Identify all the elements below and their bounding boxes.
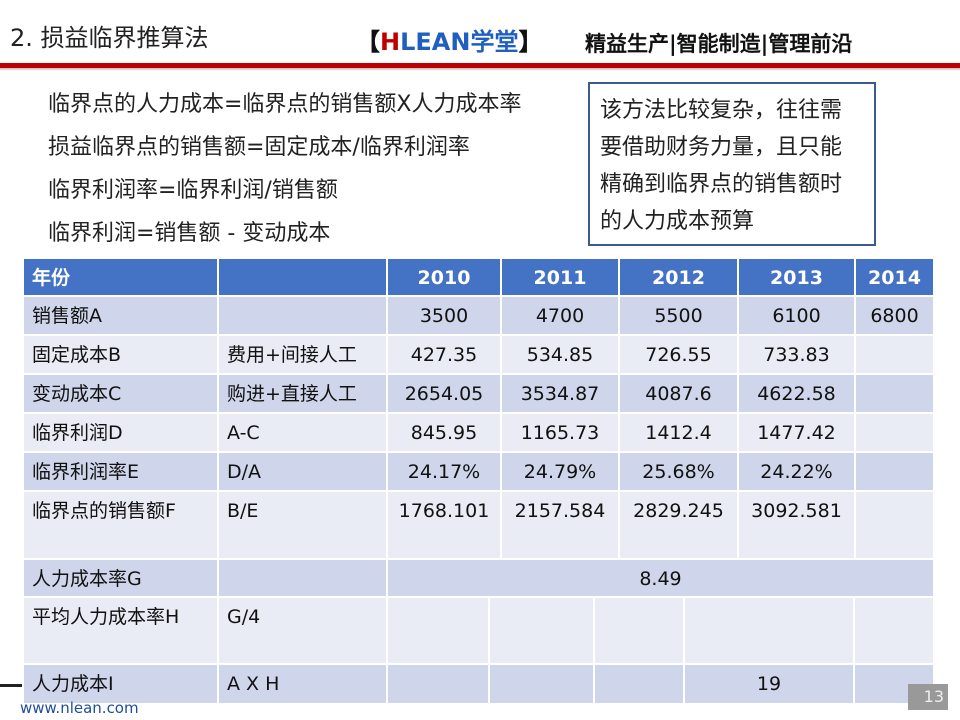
note-box: 该方法比较复杂，往往需 要借助财务力量，且只能 精确到临界点的销售额时 的人力成本预算 [588, 82, 876, 246]
header-rule [0, 63, 960, 68]
table-cell: 25.68% [620, 453, 739, 492]
table-cell: 534.85 [502, 336, 620, 375]
table-cell: 人力成本率G [24, 560, 219, 598]
table-cell: D/A [219, 453, 388, 492]
table-cell: 购进+直接人工 [219, 375, 388, 414]
tagline: 精益生产|智能制造|管理前沿 [585, 32, 853, 56]
table-cell: 733.83 [739, 336, 856, 375]
table-cell [490, 665, 595, 705]
table-cell [856, 414, 935, 453]
table-cell: 6100 [739, 297, 856, 336]
table-cell: 726.55 [620, 336, 739, 375]
table-cell: 6800 [856, 297, 935, 336]
table-cell: 年份 [24, 259, 219, 297]
table-cell: 4700 [502, 297, 620, 336]
brand-part: H [380, 28, 401, 56]
table-cell: 费用+间接人工 [219, 336, 388, 375]
table-cell [388, 598, 490, 665]
table-cell: A X H [219, 665, 388, 705]
footer-url: www.nlean.com [20, 699, 139, 717]
table-cell: 临界点的销售额F [24, 492, 219, 560]
note-line: 精确到临界点的销售额时 [600, 172, 843, 197]
table-cell [219, 560, 388, 598]
table-cell: 4087.6 [620, 375, 739, 414]
table-cell [219, 297, 388, 336]
table-cell: 3092.581 [739, 492, 856, 560]
table-cell [388, 665, 490, 705]
table-cell [856, 453, 935, 492]
footer-rule [0, 684, 22, 687]
table-cell: A-C [219, 414, 388, 453]
brand-part: 【 [356, 28, 380, 56]
table-cell: 3534.87 [502, 375, 620, 414]
table-cell: 固定成本B [24, 336, 219, 375]
table-cell: 2157.584 [502, 492, 620, 560]
table-cell: 8.49 [388, 560, 935, 598]
table-cell: 销售额A [24, 297, 219, 336]
brand: 【HLEAN学堂】 [356, 22, 542, 57]
table-cell: B/E [219, 492, 388, 560]
formula: 临界利润=销售额 - 变动成本 [48, 221, 331, 246]
table-cell: 1412.4 [620, 414, 739, 453]
table-cell [856, 492, 935, 560]
note-line: 该方法比较复杂，往往需 [600, 98, 843, 123]
header-shadow [0, 68, 960, 71]
table-cell: 2012 [620, 259, 739, 297]
page-number: 13 [908, 684, 948, 710]
table-cell: 1477.42 [739, 414, 856, 453]
table-cell: 24.79% [502, 453, 620, 492]
table-cell [856, 336, 935, 375]
table-cell: 427.35 [388, 336, 502, 375]
note-line: 的人力成本预算 [600, 209, 755, 234]
table-cell [219, 259, 388, 297]
table-cell: 2014 [856, 259, 935, 297]
table-cell [855, 598, 935, 665]
table-cell [595, 665, 685, 705]
table-cell: 2654.05 [388, 375, 502, 414]
brand-part: 】 [518, 28, 543, 56]
formula: 临界点的人力成本=临界点的销售额X人力成本率 [48, 92, 522, 117]
table-cell: 1768.101 [388, 492, 502, 560]
slide-title: 2. 损益临界推算法 [10, 24, 209, 52]
table-cell: 24.22% [739, 453, 856, 492]
table-cell: 2013 [739, 259, 856, 297]
table-cell: 人力成本I [24, 665, 219, 705]
table-cell: 2010 [388, 259, 502, 297]
table-cell: 4622.58 [739, 375, 856, 414]
table-cell: 平均人力成本率H [24, 598, 219, 665]
table-cell: 2829.245 [620, 492, 739, 560]
brand-part: LEAN学堂 [400, 28, 519, 56]
table-cell [685, 598, 855, 665]
table-cell: 1165.73 [502, 414, 620, 453]
table-cell: 变动成本C [24, 375, 219, 414]
table-cell: 19 [685, 665, 855, 705]
table-cell: G/4 [219, 598, 388, 665]
table-cell [595, 598, 685, 665]
table-cell [490, 598, 595, 665]
table-cell: 临界利润率E [24, 453, 219, 492]
table-cell: 845.95 [388, 414, 502, 453]
table-cell: 2011 [502, 259, 620, 297]
table-cell: 临界利润D [24, 414, 219, 453]
formula: 临界利润率=临界利润/销售额 [48, 178, 338, 203]
table-cell: 24.17% [388, 453, 502, 492]
table-cell: 3500 [388, 297, 502, 336]
table-cell: 5500 [620, 297, 739, 336]
formula: 损益临界点的销售额=固定成本/临界利润率 [48, 135, 470, 160]
note-line: 要借助财务力量，且只能 [600, 135, 843, 160]
table-cell [856, 375, 935, 414]
